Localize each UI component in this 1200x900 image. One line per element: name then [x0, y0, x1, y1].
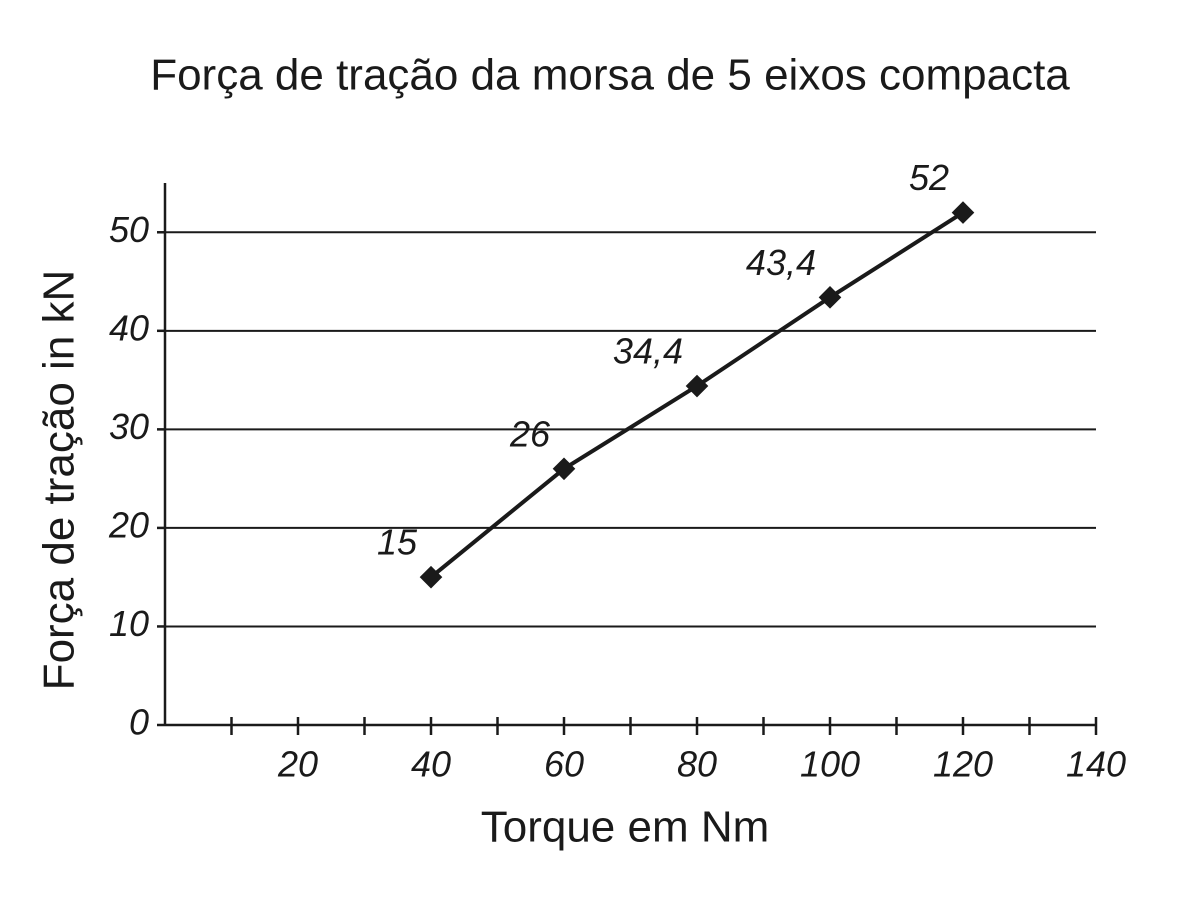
data-point	[685, 374, 709, 398]
y-axis-label: Força de tração in kN	[35, 270, 84, 691]
x-tick-label: 140	[1066, 744, 1126, 785]
value-label: 26	[509, 413, 551, 454]
x-tick-label: 80	[677, 744, 717, 785]
x-tick-label: 40	[411, 744, 451, 785]
y-tick-label: 30	[109, 406, 149, 447]
x-tick-label: 120	[933, 744, 993, 785]
data-point	[552, 457, 576, 481]
x-tick-label: 20	[277, 744, 318, 785]
value-label: 52	[909, 157, 949, 198]
value-label: 34,4	[613, 331, 683, 372]
data-point	[419, 565, 443, 589]
data-point	[951, 201, 975, 224]
y-tick-label: 0	[129, 702, 149, 743]
y-tick-label: 10	[109, 603, 149, 644]
y-tick-label: 20	[108, 504, 149, 545]
chart-title: Força de tração da morsa de 5 eixos comp…	[150, 51, 1070, 100]
x-tick-label: 60	[544, 744, 584, 785]
data-point	[818, 285, 842, 309]
x-tick-label: 100	[800, 744, 860, 785]
value-label: 43,4	[746, 242, 816, 283]
y-tick-label: 40	[109, 307, 149, 348]
value-label: 15	[377, 522, 418, 563]
x-axis-label: Torque em Nm	[481, 803, 770, 852]
y-tick-label: 50	[109, 209, 149, 250]
